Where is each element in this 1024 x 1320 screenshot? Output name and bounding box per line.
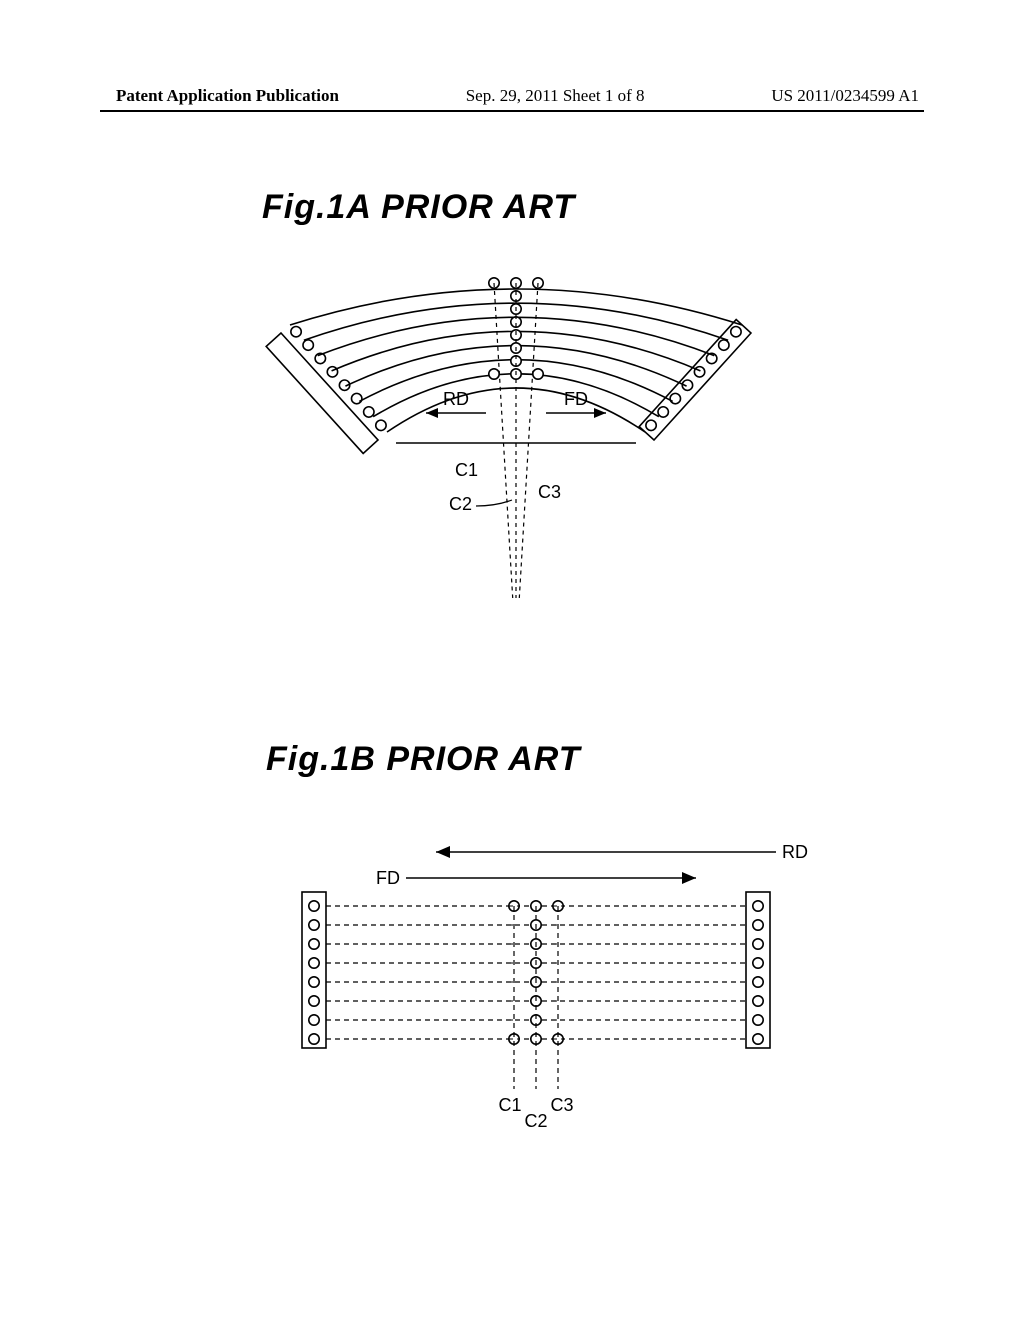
header-center: Sep. 29, 2011 Sheet 1 of 8: [466, 86, 645, 106]
svg-text:RD: RD: [782, 842, 808, 862]
figure-1b-title: Fig.1B PRIOR ART: [266, 740, 580, 779]
figure-1a-title: Fig.1A PRIOR ART: [262, 188, 575, 227]
page: Patent Application Publication Sep. 29, …: [0, 0, 1024, 1320]
header-right: US 2011/0234599 A1: [771, 86, 919, 106]
svg-text:C2: C2: [449, 494, 472, 514]
svg-text:RD: RD: [443, 389, 469, 409]
svg-text:FD: FD: [564, 389, 588, 409]
page-header: Patent Application Publication Sep. 29, …: [0, 86, 1024, 106]
figure-1a: RD FD C1 C2 C3: [226, 258, 806, 638]
figure-1b-svg: RD FD C1C2C3: [256, 810, 816, 1180]
header-rule: [100, 110, 924, 112]
header-row: Patent Application Publication Sep. 29, …: [0, 86, 1024, 106]
svg-text:C2: C2: [524, 1111, 547, 1131]
svg-text:C3: C3: [550, 1095, 573, 1115]
figure-1a-svg: RD FD C1 C2 C3: [226, 258, 806, 638]
svg-text:C3: C3: [538, 482, 561, 502]
svg-text:C1: C1: [455, 460, 478, 480]
svg-text:C1: C1: [498, 1095, 521, 1115]
svg-text:FD: FD: [376, 868, 400, 888]
header-left: Patent Application Publication: [116, 86, 339, 106]
figure-1b: RD FD C1C2C3: [256, 810, 816, 1180]
